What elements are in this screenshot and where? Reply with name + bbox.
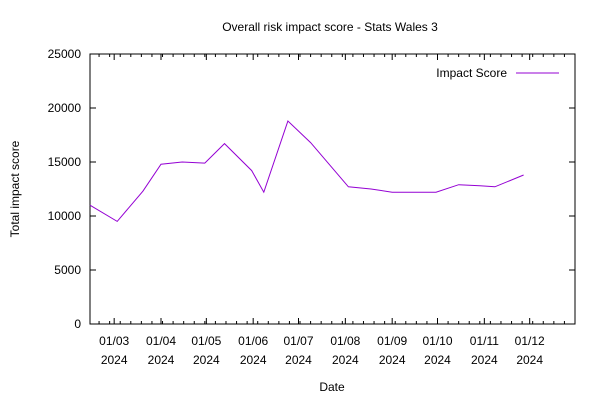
- x-tick-label-date: 01/10: [422, 334, 452, 348]
- series-layer: [89, 120, 524, 223]
- x-tick-label-year: 2024: [379, 353, 406, 367]
- chart-title: Overall risk impact score - Stats Wales …: [222, 20, 438, 34]
- x-tick-label-date: 01/05: [191, 334, 221, 348]
- legend: Impact Score: [436, 66, 559, 80]
- y-tick-label: 25000: [48, 47, 82, 61]
- x-tick-label-year: 2024: [148, 353, 175, 367]
- x-tick-label-date: 01/08: [330, 334, 360, 348]
- y-tick-label: 20000: [48, 101, 82, 115]
- x-tick-label-date: 01/04: [146, 334, 176, 348]
- x-tick-label-year: 2024: [240, 353, 267, 367]
- x-tick-label-date: 01/07: [283, 334, 313, 348]
- x-tick-label-year: 2024: [471, 353, 498, 367]
- x-tick-label-year: 2024: [516, 353, 543, 367]
- x-axis-label: Date: [319, 380, 345, 394]
- x-tick-label-date: 01/11: [470, 334, 499, 348]
- x-tick-label-date: 01/03: [99, 334, 129, 348]
- y-axis-ticks: 0 5000 10000 15000 20000 25000: [48, 47, 575, 331]
- plot-frame: [89, 53, 576, 325]
- legend-label-impact-score: Impact Score: [436, 66, 507, 80]
- x-tick-label-year: 2024: [101, 353, 128, 367]
- x-tick-label-date: 01/09: [377, 334, 407, 348]
- y-axis-label: Total impact score: [8, 140, 22, 237]
- y-tick-label: 10000: [48, 209, 82, 223]
- x-tick-label-year: 2024: [424, 353, 451, 367]
- y-tick-label: 5000: [54, 263, 81, 277]
- x-tick-label-year: 2024: [332, 353, 359, 367]
- y-tick-label: 0: [74, 317, 81, 331]
- x-axis-ticks: 01/03 2024 01/04 2024 01/05 2024 01/06 2024 01/0…: [98, 54, 576, 367]
- x-tick-label-date: 01/12: [515, 334, 545, 348]
- x-tick-label-date: 01/06: [238, 334, 268, 348]
- x-tick-label-year: 2024: [285, 353, 312, 367]
- series-line-impact-score: [89, 120, 524, 223]
- y-tick-label: 15000: [48, 155, 82, 169]
- x-tick-label-year: 2024: [193, 353, 220, 367]
